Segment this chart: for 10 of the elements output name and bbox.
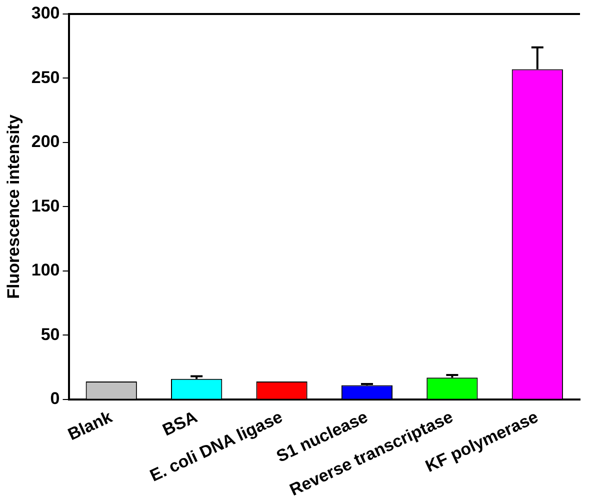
y-tick-label: 100 xyxy=(31,260,60,280)
y-tick-label: 200 xyxy=(31,132,60,152)
x-tick-label: Blank xyxy=(65,407,116,444)
y-tick-label: 150 xyxy=(31,196,60,216)
y-tick-label: 50 xyxy=(40,324,60,344)
x-tick-label: BSA xyxy=(160,407,200,440)
y-axis-title: Fluorescence intensity xyxy=(4,114,23,299)
y-tick-label: 250 xyxy=(31,68,60,87)
y-tick-label: 0 xyxy=(50,389,60,408)
y-tick-label: 300 xyxy=(31,4,60,23)
